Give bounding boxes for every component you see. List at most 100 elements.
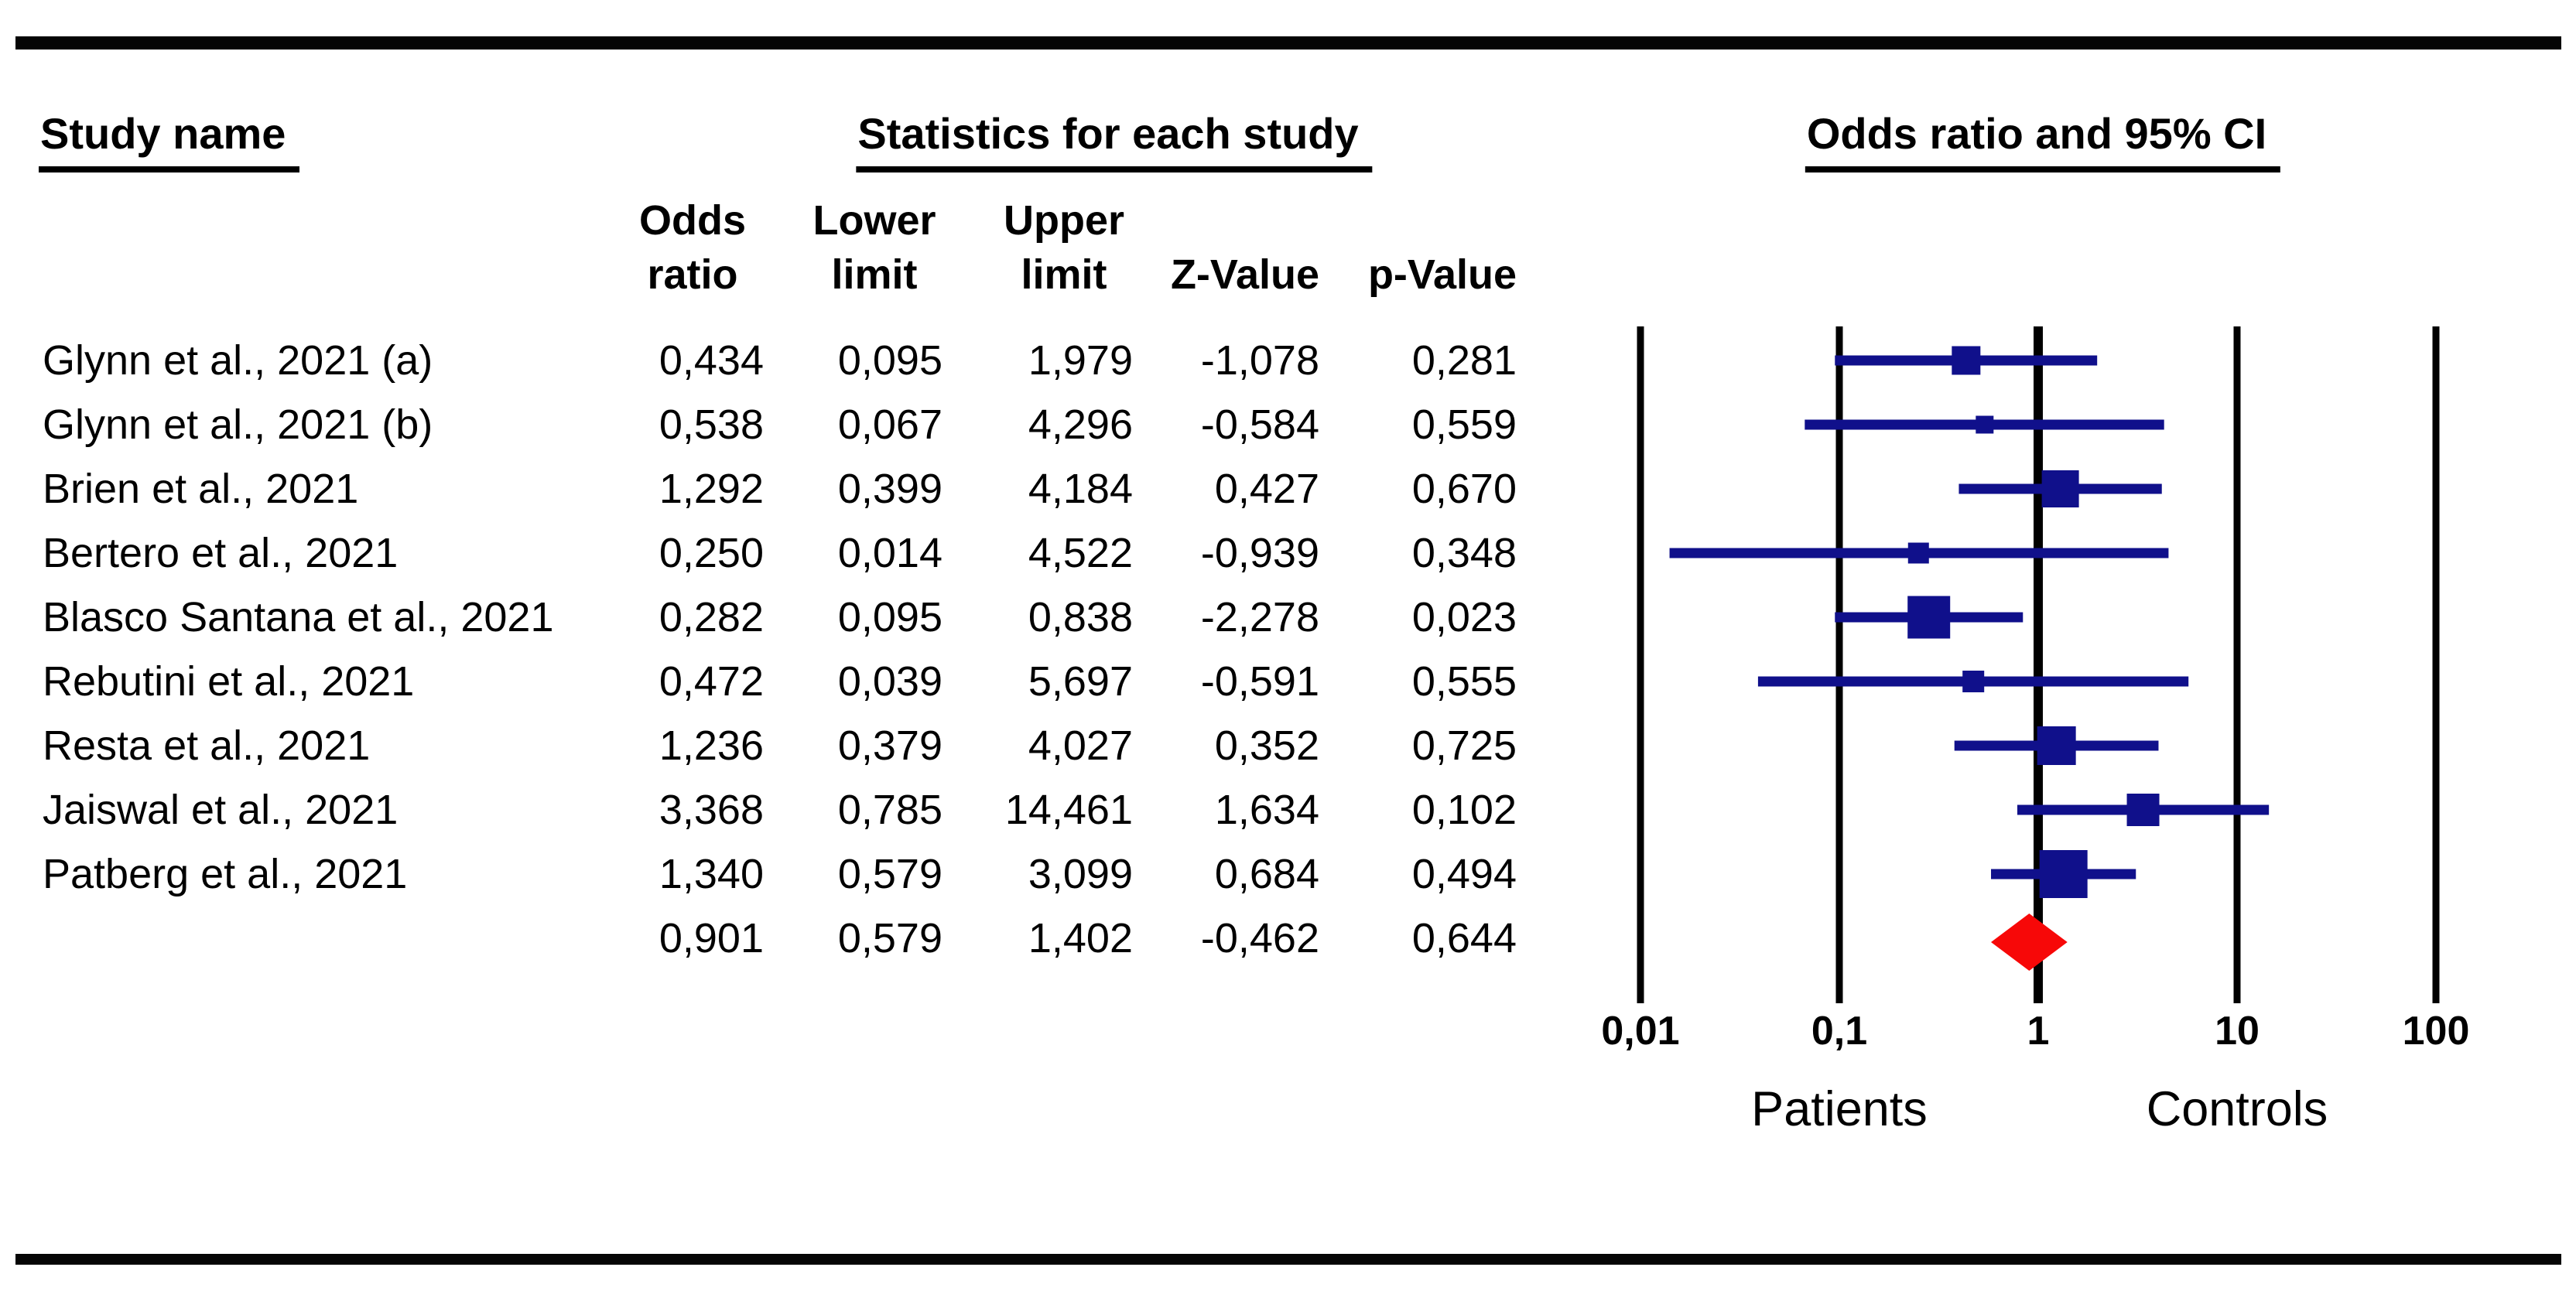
x-tick-label: 100 <box>2402 1009 2470 1054</box>
p-value: 0,725 <box>1411 722 1517 769</box>
or-marker <box>1907 596 1951 639</box>
z-value: 0,684 <box>1214 851 1319 897</box>
study-name: Resta et al., 2021 <box>43 722 371 769</box>
z-value: -1,078 <box>1200 337 1319 384</box>
z-value: 0,352 <box>1214 722 1319 769</box>
table-row: Bertero et al., 2021 0,250 0,014 4,522 -0,93… <box>0 526 1548 580</box>
or-marker <box>2037 726 2076 765</box>
axis-line-0,01 <box>1637 326 1644 1003</box>
x-tick-label: 1 <box>2027 1009 2050 1054</box>
lower-limit-value: 0,014 <box>837 530 942 576</box>
lower-limit-value: 0,067 <box>837 401 942 448</box>
p-value: 0,348 <box>1411 530 1517 576</box>
odds-ratio-value: 1,292 <box>659 466 764 512</box>
study-name: Glynn et al., 2021 (b) <box>43 401 433 448</box>
upper-limit-value: 0,838 <box>1028 594 1133 640</box>
odds-ratio-value: 0,538 <box>659 401 764 448</box>
or-marker <box>1952 346 1981 375</box>
odds-ratio-value: 0,472 <box>659 658 764 705</box>
z-value: 0,427 <box>1214 466 1319 512</box>
or-marker <box>2039 850 2088 898</box>
group-label-patients: Patients <box>1751 1082 1928 1136</box>
p-value: 0,644 <box>1411 915 1517 961</box>
p-value: 0,102 <box>1411 787 1517 833</box>
lower-limit-value: 0,399 <box>837 466 942 512</box>
axis-line-100 <box>2432 326 2440 1003</box>
z-value: -0,462 <box>1200 915 1319 961</box>
table-row: Rebutini et al., 2021 0,472 0,039 5,697 -0,5… <box>0 654 1548 709</box>
odds-ratio-ci-header: Odds ratio and 95% CI <box>1805 108 2281 172</box>
bottom-rule <box>15 1254 2561 1265</box>
study-name-header-label: Study name <box>39 108 300 172</box>
lower-limit-value: 0,579 <box>837 915 942 961</box>
top-rule <box>15 36 2561 50</box>
table-row: Blasco Santana et al., 2021 0,282 0,095 0,8… <box>0 590 1548 644</box>
axis-line-1 <box>2034 326 2043 1003</box>
lower-limit-value: 0,579 <box>837 851 942 897</box>
odds-header-line2: ratio <box>647 251 738 298</box>
study-name: Blasco Santana et al., 2021 <box>43 594 554 640</box>
upper-limit-value: 4,522 <box>1028 530 1133 576</box>
odds-ratio-value: 0,282 <box>659 594 764 640</box>
odds-header-line1: Odds <box>638 197 746 244</box>
study-name: Jaiswal et al., 2021 <box>43 787 399 833</box>
x-tick-label: 10 <box>2215 1009 2260 1054</box>
p-value: 0,494 <box>1411 851 1517 897</box>
p-value: 0,281 <box>1411 337 1517 384</box>
lower-limit-value: 0,095 <box>837 337 942 384</box>
upper-limit-value: 4,296 <box>1028 401 1133 448</box>
lower-header-line2: limit <box>831 251 918 298</box>
column-header-lower-limit: Lower limit <box>797 193 952 302</box>
column-header-odds-ratio: Odds ratio <box>619 193 766 302</box>
study-name: Glynn et al., 2021 (a) <box>43 337 433 384</box>
study-name: Bertero et al., 2021 <box>43 530 399 576</box>
lower-limit-value: 0,039 <box>837 658 942 705</box>
odds-ratio-value: 0,901 <box>659 915 764 961</box>
table-row: Patberg et al., 2021 1,340 0,579 3,099 0,684… <box>0 847 1548 901</box>
p-value: 0,559 <box>1411 401 1517 448</box>
or-marker <box>1962 671 1985 692</box>
upper-limit-value: 4,184 <box>1028 466 1133 512</box>
odds-ratio-value: 3,368 <box>659 787 764 833</box>
statistics-header: Statistics for each study <box>856 108 1373 172</box>
summary-row: 0,901 0,579 1,402 -0,462 0,644 <box>0 911 1548 965</box>
or-marker <box>1907 542 1929 564</box>
table-row: Glynn et al., 2021 (b) 0,538 0,067 4,296 -0,… <box>0 398 1548 452</box>
table-row: Jaiswal et al., 2021 3,368 0,785 14,461 1,63… <box>0 783 1548 837</box>
or-marker <box>2126 794 2160 826</box>
upper-limit-value: 5,697 <box>1028 658 1133 705</box>
axis-line-10 <box>2233 326 2241 1003</box>
lower-limit-value: 0,785 <box>837 787 942 833</box>
p-value: 0,023 <box>1411 594 1517 640</box>
study-name: Rebutini et al., 2021 <box>43 658 415 705</box>
z-value-header-label: Z-Value <box>1170 251 1319 298</box>
study-name: Patberg et al., 2021 <box>43 851 408 897</box>
or-marker <box>2041 470 2079 507</box>
z-value: -0,591 <box>1200 658 1319 705</box>
table-row: Brien et al., 2021 1,292 0,399 4,184 0,427 0,… <box>0 462 1548 516</box>
summary-diamond <box>1991 914 2068 971</box>
p-value-header-label: p-Value <box>1367 251 1517 298</box>
upper-limit-value: 3,099 <box>1028 851 1133 897</box>
study-name-header: Study name <box>39 108 300 172</box>
upper-limit-value: 4,027 <box>1028 722 1133 769</box>
or-marker <box>1976 415 1994 434</box>
statistics-header-label: Statistics for each study <box>856 108 1373 172</box>
odds-ratio-value: 0,250 <box>659 530 764 576</box>
lower-header-line1: Lower <box>812 197 936 244</box>
axis-line-0,1 <box>1835 326 1843 1003</box>
z-value: -0,584 <box>1200 401 1319 448</box>
column-header-p-value: p-Value <box>1358 193 1517 302</box>
odds-ratio-value: 1,340 <box>659 851 764 897</box>
odds-ratio-value: 1,236 <box>659 722 764 769</box>
upper-limit-value: 14,461 <box>1004 787 1133 833</box>
x-tick-label: 0,1 <box>1811 1009 1868 1054</box>
lower-limit-value: 0,379 <box>837 722 942 769</box>
z-value: -0,939 <box>1200 530 1319 576</box>
table-row: Resta et al., 2021 1,236 0,379 4,027 0,352 0,… <box>0 719 1548 773</box>
column-header-upper-limit: Upper limit <box>987 193 1141 302</box>
study-name: Brien et al., 2021 <box>43 466 359 512</box>
z-value: -2,278 <box>1200 594 1319 640</box>
upper-header-line2: limit <box>1021 251 1107 298</box>
